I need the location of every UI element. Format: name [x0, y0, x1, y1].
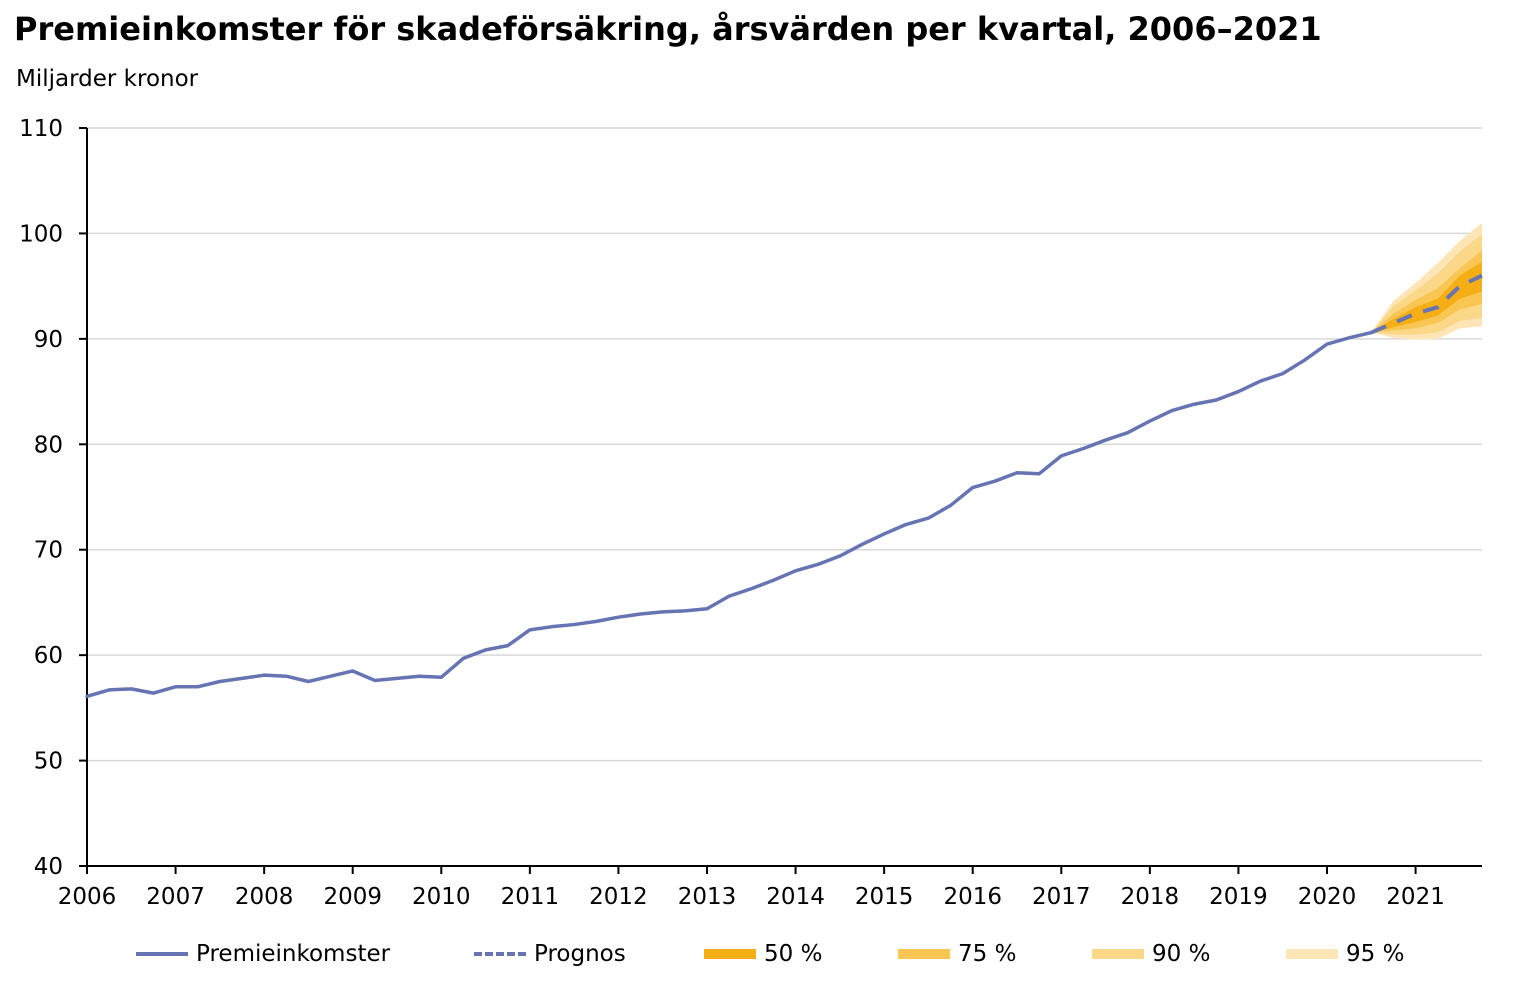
- legend-label: Prognos: [534, 941, 626, 967]
- x-tick-label: 2006: [58, 884, 117, 910]
- y-tick-label: 70: [34, 538, 63, 564]
- y-tick-label: 90: [34, 327, 63, 353]
- legend-label: 75 %: [958, 941, 1017, 967]
- legend-item-premieinkomster: Premieinkomster: [136, 934, 390, 974]
- legend-item-50: 50 %: [704, 934, 822, 974]
- series-line-premieinkomster: [85, 330, 1374, 699]
- y-tick-label: 100: [19, 221, 63, 247]
- confidence-band: [1371, 261, 1482, 333]
- legend-item-prognos: Prognos: [474, 934, 626, 974]
- chart-title: Premieinkomster för skadeförsäkring, års…: [14, 10, 1322, 48]
- legend-item-90: 90 %: [1092, 934, 1210, 974]
- x-tick-label: 2011: [501, 884, 560, 910]
- legend: Premieinkomster Prognos 50 % 75 % 90 % 9…: [0, 934, 1524, 974]
- legend-label: 95 %: [1346, 941, 1405, 967]
- x-tick-label: 2020: [1298, 884, 1357, 910]
- legend-dash-swatch: [474, 952, 526, 956]
- x-tick-label: 2017: [1032, 884, 1091, 910]
- legend-label: Premieinkomster: [196, 941, 391, 967]
- x-tick-label: 2008: [235, 884, 294, 910]
- x-tick-label: 2010: [412, 884, 471, 910]
- x-tick-label: 2009: [323, 884, 382, 910]
- y-tick-label: 50: [34, 749, 63, 775]
- y-axis-unit-label: Miljarder kronor: [16, 66, 199, 92]
- y-tick-label: 80: [34, 432, 63, 458]
- legend-band-swatch: [704, 949, 756, 959]
- x-tick-label: 2013: [678, 884, 737, 910]
- legend-band-swatch: [1092, 949, 1144, 959]
- x-tick-label: 2016: [943, 884, 1002, 910]
- legend-line-swatch: [136, 952, 188, 956]
- x-tick-label: 2019: [1209, 884, 1268, 910]
- x-tick-label: 2018: [1121, 884, 1180, 910]
- legend-label: 50 %: [764, 941, 823, 967]
- y-tick-label: 40: [34, 854, 63, 880]
- x-tick-label: 2012: [589, 884, 648, 910]
- x-tick-label: 2007: [146, 884, 205, 910]
- y-tick-label: 110: [19, 116, 63, 142]
- legend-item-75: 75 %: [898, 934, 1016, 974]
- legend-band-swatch: [898, 949, 950, 959]
- x-tick-label: 2021: [1386, 884, 1445, 910]
- y-tick-label: 60: [34, 643, 63, 669]
- legend-item-95: 95 %: [1286, 934, 1404, 974]
- x-tick-label: 2015: [855, 884, 914, 910]
- x-tick-label: 2014: [766, 884, 825, 910]
- legend-label: 90 %: [1152, 941, 1211, 967]
- confidence-band: [1371, 250, 1482, 333]
- series-line-prognos: [1370, 273, 1483, 335]
- legend-band-swatch: [1286, 949, 1338, 959]
